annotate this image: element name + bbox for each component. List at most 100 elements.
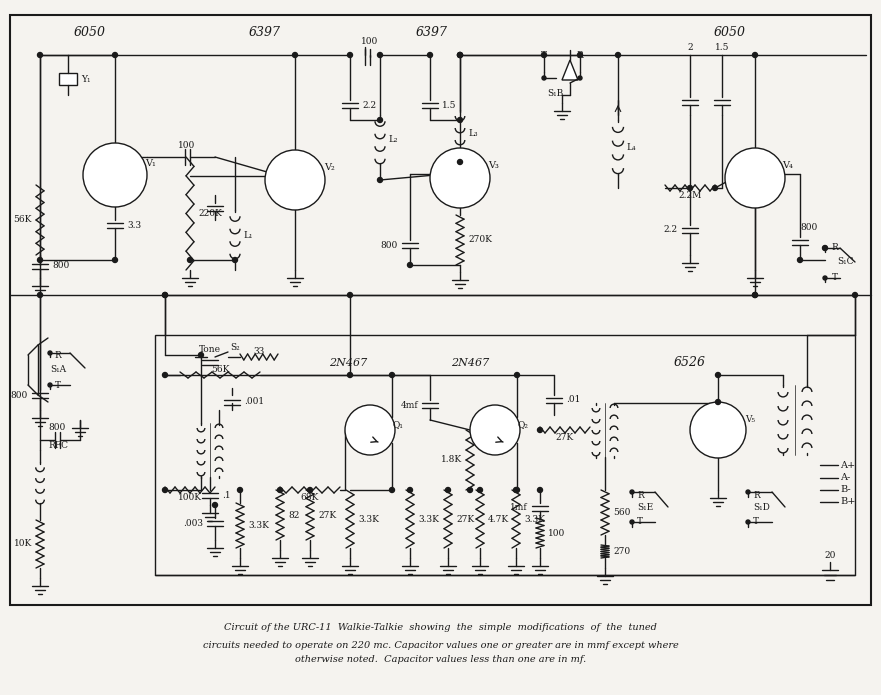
- Text: 6050: 6050: [714, 26, 746, 38]
- Text: 2N467: 2N467: [451, 358, 489, 368]
- Circle shape: [347, 53, 352, 58]
- Circle shape: [752, 53, 758, 58]
- Text: .1: .1: [222, 491, 231, 500]
- Text: 800: 800: [52, 261, 70, 270]
- Text: 100: 100: [548, 528, 566, 537]
- Text: S₁A: S₁A: [50, 366, 66, 375]
- Circle shape: [347, 293, 352, 297]
- Text: circuits needed to operate on 220 mc. Capacitor values one or greater are in mmf: circuits needed to operate on 220 mc. Ca…: [203, 641, 678, 650]
- Circle shape: [430, 148, 490, 208]
- Circle shape: [212, 502, 218, 507]
- Text: 3.3K: 3.3K: [524, 514, 545, 523]
- Circle shape: [515, 373, 520, 377]
- Circle shape: [746, 520, 750, 524]
- Circle shape: [687, 186, 692, 190]
- Text: 100K: 100K: [178, 493, 202, 502]
- Text: Y₁: Y₁: [81, 74, 91, 83]
- Text: 3.3K: 3.3K: [418, 514, 439, 523]
- Text: L₃: L₃: [468, 129, 478, 138]
- Circle shape: [823, 276, 827, 280]
- Text: RFC: RFC: [48, 441, 68, 450]
- Text: Q₁: Q₁: [393, 420, 403, 430]
- Text: T: T: [637, 518, 643, 527]
- Circle shape: [48, 351, 52, 355]
- Circle shape: [345, 405, 395, 455]
- Circle shape: [630, 520, 634, 524]
- Circle shape: [578, 53, 582, 58]
- Circle shape: [38, 293, 42, 297]
- Circle shape: [823, 245, 827, 250]
- Circle shape: [347, 373, 352, 377]
- Circle shape: [427, 53, 433, 58]
- Text: 1.5: 1.5: [442, 101, 456, 110]
- Text: S₁C: S₁C: [837, 258, 854, 266]
- Circle shape: [746, 490, 750, 494]
- Text: S₁B: S₁B: [547, 88, 563, 97]
- Text: R: R: [55, 350, 62, 359]
- Text: R: R: [577, 51, 583, 60]
- Text: 270: 270: [613, 547, 630, 556]
- Circle shape: [113, 53, 117, 58]
- Text: A+: A+: [840, 461, 855, 470]
- Text: 2N467: 2N467: [329, 358, 367, 368]
- Circle shape: [457, 159, 463, 165]
- Text: 4.7K: 4.7K: [488, 514, 509, 523]
- Text: .001: .001: [244, 398, 264, 407]
- Circle shape: [48, 383, 52, 387]
- Text: T: T: [541, 51, 547, 60]
- Text: S₂: S₂: [230, 343, 240, 352]
- Text: R: R: [753, 491, 759, 500]
- Circle shape: [162, 373, 167, 377]
- Circle shape: [515, 487, 520, 493]
- Text: A-: A-: [840, 473, 850, 482]
- Circle shape: [725, 148, 785, 208]
- Circle shape: [457, 53, 463, 58]
- Circle shape: [377, 117, 382, 122]
- Text: T: T: [753, 518, 759, 527]
- Text: 1.5: 1.5: [714, 42, 729, 51]
- Text: 560: 560: [613, 508, 631, 517]
- Text: Tone: Tone: [199, 345, 221, 354]
- Text: S₁E: S₁E: [637, 503, 653, 512]
- Circle shape: [468, 487, 472, 493]
- Circle shape: [188, 258, 193, 263]
- Circle shape: [292, 53, 298, 58]
- Text: 68K: 68K: [300, 493, 319, 502]
- Circle shape: [797, 258, 803, 263]
- Text: otherwise noted.  Capacitor values less than one are in mf.: otherwise noted. Capacitor values less t…: [295, 655, 586, 664]
- Circle shape: [630, 490, 634, 494]
- Text: .003: .003: [183, 518, 203, 528]
- Text: .01: .01: [566, 395, 581, 404]
- Text: T: T: [832, 274, 838, 282]
- Circle shape: [853, 293, 857, 297]
- Text: 4mf: 4mf: [400, 400, 418, 409]
- Circle shape: [578, 76, 582, 80]
- Circle shape: [537, 427, 543, 432]
- Circle shape: [113, 258, 117, 263]
- Circle shape: [38, 258, 42, 263]
- Circle shape: [823, 246, 827, 250]
- Text: 3.3K: 3.3K: [358, 514, 379, 523]
- Circle shape: [713, 186, 717, 190]
- Text: 100: 100: [178, 140, 196, 149]
- Circle shape: [307, 487, 313, 493]
- Circle shape: [752, 293, 758, 297]
- Text: 270K: 270K: [468, 236, 492, 245]
- Text: 10K: 10K: [13, 539, 32, 548]
- Text: 2.2M: 2.2M: [678, 192, 701, 200]
- Circle shape: [408, 263, 412, 268]
- Circle shape: [715, 373, 721, 377]
- Circle shape: [470, 405, 520, 455]
- Text: 6397: 6397: [416, 26, 448, 38]
- Text: V₃: V₃: [489, 161, 500, 170]
- Text: 56K: 56K: [211, 364, 229, 373]
- Text: R: R: [832, 243, 839, 252]
- Text: B+: B+: [840, 498, 855, 507]
- Text: 6526: 6526: [674, 357, 706, 370]
- Circle shape: [389, 373, 395, 377]
- Text: 800: 800: [11, 391, 28, 400]
- Text: 220K: 220K: [198, 209, 222, 218]
- Text: 100: 100: [361, 38, 379, 47]
- Text: 800: 800: [800, 224, 818, 233]
- Circle shape: [278, 487, 283, 493]
